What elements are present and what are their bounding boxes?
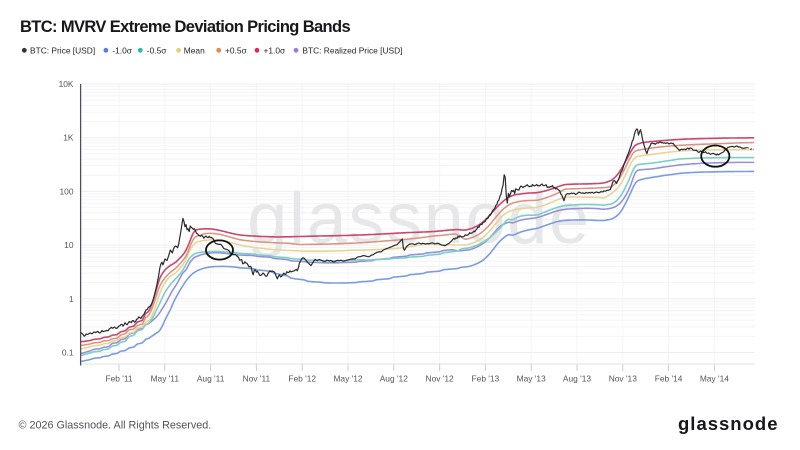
svg-text:BTC: MVRV Extreme Deviation Pr: BTC: MVRV Extreme Deviation Pricing Band… bbox=[20, 18, 350, 36]
svg-text:Feb '11: Feb '11 bbox=[105, 374, 132, 384]
svg-text:+0.5σ: +0.5σ bbox=[225, 46, 248, 56]
svg-text:May '12: May '12 bbox=[333, 374, 362, 384]
svg-text:1K: 1K bbox=[63, 133, 74, 143]
svg-text:+1.0σ: +1.0σ bbox=[264, 46, 287, 56]
svg-text:Aug '13: Aug '13 bbox=[563, 374, 591, 384]
svg-text:Nov '12: Nov '12 bbox=[426, 374, 454, 384]
svg-text:Nov '11: Nov '11 bbox=[243, 374, 271, 384]
svg-text:Feb '14: Feb '14 bbox=[655, 374, 683, 384]
svg-text:0.1: 0.1 bbox=[62, 348, 74, 358]
svg-text:May '14: May '14 bbox=[700, 374, 729, 384]
svg-text:Feb '12: Feb '12 bbox=[288, 374, 316, 384]
svg-text:10: 10 bbox=[64, 240, 74, 250]
svg-text:Aug '11: Aug '11 bbox=[197, 374, 225, 384]
svg-text:100: 100 bbox=[60, 186, 74, 196]
svg-text:BTC: Price [USD]: BTC: Price [USD] bbox=[30, 46, 95, 56]
svg-text:© 2026 Glassnode. All Rights R: © 2026 Glassnode. All Rights Reserved. bbox=[19, 420, 212, 432]
svg-text:-1.0σ: -1.0σ bbox=[112, 46, 132, 56]
svg-text:Aug '12: Aug '12 bbox=[380, 374, 408, 384]
svg-text:BTC: Realized Price [USD]: BTC: Realized Price [USD] bbox=[302, 46, 402, 56]
svg-text:10K: 10K bbox=[59, 79, 74, 89]
svg-text:1: 1 bbox=[69, 294, 74, 304]
svg-text:glassnode: glassnode bbox=[247, 179, 591, 259]
svg-text:Feb '13: Feb '13 bbox=[472, 374, 500, 384]
svg-text:Nov '13: Nov '13 bbox=[609, 374, 637, 384]
svg-text:May '13: May '13 bbox=[517, 374, 546, 384]
svg-text:glassnode: glassnode bbox=[678, 413, 779, 434]
svg-text:May '11: May '11 bbox=[151, 374, 180, 384]
svg-text:Mean: Mean bbox=[184, 46, 205, 56]
svg-text:-0.5σ: -0.5σ bbox=[147, 46, 167, 56]
